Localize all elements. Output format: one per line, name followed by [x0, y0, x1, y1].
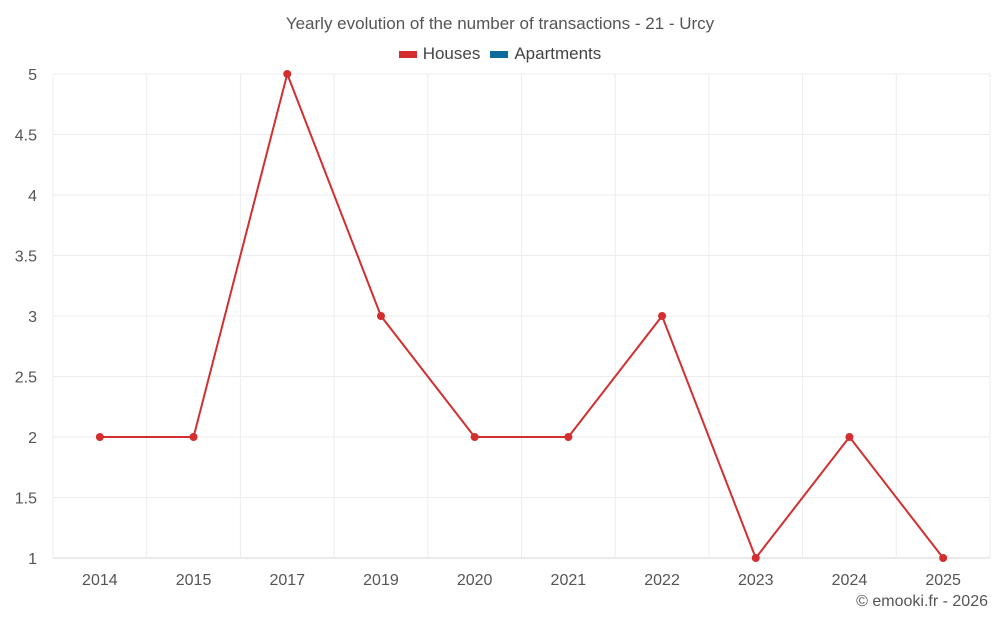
chart-series — [95, 70, 948, 562]
x-tick-label: 2025 — [925, 572, 961, 589]
x-tick-label: 2014 — [82, 572, 118, 589]
legend-label-apartments: Apartments — [514, 44, 602, 63]
y-tick-label: 2.5 — [15, 370, 37, 387]
y-tick-label: 2 — [28, 430, 37, 447]
data-point — [95, 433, 104, 441]
x-tick-label: 2015 — [176, 572, 212, 589]
x-tick-label: 2020 — [457, 572, 493, 589]
x-tick-label: 2017 — [269, 572, 305, 589]
data-point — [845, 433, 854, 441]
data-point — [658, 312, 667, 320]
y-tick-label: 5 — [28, 67, 37, 84]
legend-item-houses[interactable]: Houses — [398, 44, 481, 64]
x-tick-label: 2019 — [363, 572, 399, 589]
legend-swatch-apartments — [490, 50, 509, 58]
y-tick-label: 3.5 — [15, 249, 37, 266]
y-tick-label: 1.5 — [15, 491, 37, 508]
y-axis-ticks: 1 1.5 2 2.5 3 3.5 4 4.5 5 — [15, 67, 37, 568]
y-tick-label: 3 — [28, 309, 37, 326]
chart-legend: Houses Apartments — [0, 44, 1000, 64]
data-point — [376, 312, 385, 320]
legend-item-apartments[interactable]: Apartments — [490, 44, 601, 64]
data-point — [283, 70, 292, 78]
x-tick-label: 2021 — [551, 572, 587, 589]
y-tick-label: 1 — [28, 551, 37, 568]
x-tick-label: 2024 — [832, 572, 868, 589]
series-line-houses — [99, 73, 944, 559]
y-tick-label: 4.5 — [15, 128, 37, 145]
x-axis-ticks: 2014 2015 2017 2019 2020 2021 2022 2023 2024 2025 — [82, 572, 961, 589]
legend-swatch-houses — [398, 50, 417, 58]
data-point — [189, 433, 198, 441]
y-tick-label: 4 — [28, 188, 37, 205]
data-point — [564, 433, 573, 441]
credit-text: © emooki.fr - 2026 — [856, 593, 988, 610]
legend-label-houses: Houses — [422, 44, 481, 63]
data-point — [470, 433, 479, 441]
x-tick-label: 2023 — [738, 572, 774, 589]
x-tick-label: 2022 — [644, 572, 680, 589]
data-point — [751, 554, 760, 562]
chart-title: Yearly evolution of the number of transa… — [285, 14, 715, 33]
chart-grid — [52, 73, 991, 559]
data-point — [939, 554, 948, 562]
